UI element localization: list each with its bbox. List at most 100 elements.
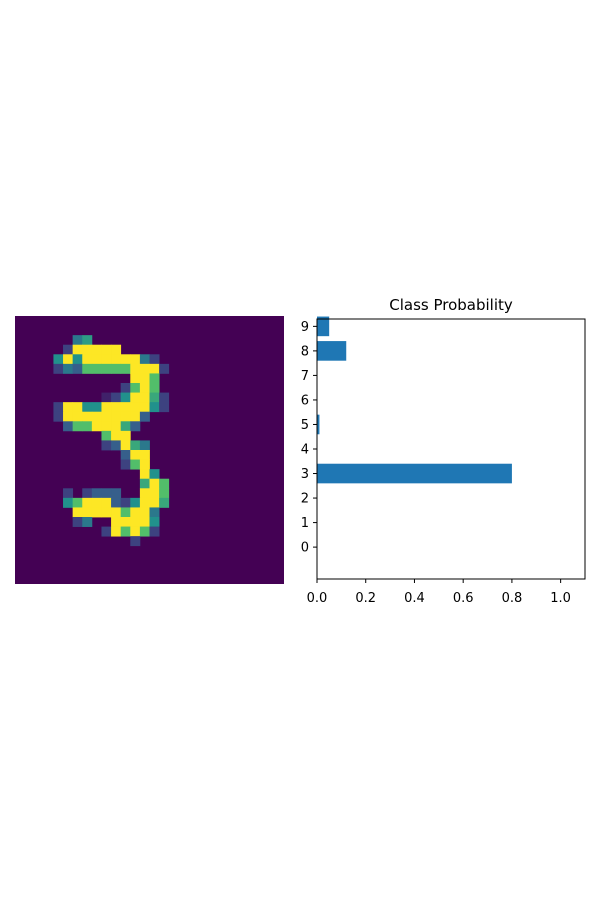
image-pixel bbox=[130, 517, 141, 527]
image-pixel bbox=[139, 459, 150, 470]
image-pixel bbox=[91, 507, 102, 518]
image-pixel bbox=[130, 421, 141, 432]
image-pixel bbox=[139, 478, 150, 489]
image-pixel bbox=[63, 421, 74, 432]
image-pixel bbox=[159, 402, 170, 413]
bar-class-3 bbox=[317, 463, 512, 484]
image-pixel bbox=[101, 402, 112, 413]
image-pixel bbox=[139, 411, 150, 422]
image-pixel bbox=[91, 354, 102, 365]
image-pixel bbox=[101, 354, 112, 365]
image-pixel bbox=[130, 402, 141, 413]
image-pixel bbox=[120, 497, 131, 508]
image-pixel bbox=[149, 392, 160, 403]
digit-image bbox=[15, 316, 284, 584]
image-pixel bbox=[149, 507, 160, 518]
image-pixel bbox=[63, 344, 74, 355]
image-pixel bbox=[82, 411, 93, 422]
image-pixel bbox=[111, 488, 122, 499]
image-pixel bbox=[111, 421, 122, 432]
image-pixel bbox=[139, 507, 150, 518]
image-pixel bbox=[53, 402, 64, 413]
image-pixel bbox=[159, 478, 170, 489]
image-pixel bbox=[120, 383, 131, 393]
image-pixel bbox=[82, 363, 93, 374]
image-pixel bbox=[130, 450, 141, 460]
y-tick-label: 5 bbox=[301, 418, 309, 433]
image-pixel bbox=[72, 363, 83, 374]
bar-class-5 bbox=[317, 414, 320, 435]
x-tick-label: 0.4 bbox=[404, 591, 425, 606]
image-pixel bbox=[82, 335, 93, 346]
image-pixel bbox=[101, 421, 112, 432]
bar-class-9 bbox=[317, 316, 330, 337]
image-pixel bbox=[139, 402, 150, 413]
image-pixel bbox=[120, 363, 131, 374]
image-pixel bbox=[149, 402, 160, 413]
image-pixel bbox=[111, 402, 122, 413]
image-pixel bbox=[72, 517, 83, 527]
y-tick-label: 6 bbox=[301, 393, 309, 408]
image-pixel bbox=[101, 411, 112, 422]
image-pixel bbox=[101, 363, 112, 374]
x-tick-label: 0.2 bbox=[355, 591, 376, 606]
image-pixel bbox=[101, 344, 112, 355]
chart-title: Class Probability bbox=[389, 296, 513, 314]
y-tick-label: 7 bbox=[301, 369, 309, 384]
image-pixel bbox=[53, 411, 64, 422]
image-pixel bbox=[101, 488, 112, 499]
image-pixel bbox=[101, 526, 112, 537]
image-pixel bbox=[139, 363, 150, 374]
image-pixel bbox=[82, 344, 93, 355]
image-pixel bbox=[111, 411, 122, 422]
image-pixel bbox=[149, 354, 160, 365]
image-pixel bbox=[82, 507, 93, 518]
image-pixel bbox=[101, 507, 112, 518]
image-pixel bbox=[149, 517, 160, 527]
x-tick-label: 0.8 bbox=[502, 591, 523, 606]
y-tick-label: 0 bbox=[301, 541, 309, 556]
image-pixel bbox=[139, 497, 150, 508]
x-tick-label: 1.0 bbox=[550, 591, 571, 606]
image-pixel bbox=[101, 440, 112, 451]
image-pixel bbox=[120, 430, 131, 441]
image-pixel bbox=[82, 402, 93, 413]
image-pixel bbox=[63, 497, 74, 508]
image-pixel bbox=[111, 344, 122, 355]
image-pixel bbox=[120, 354, 131, 365]
image-pixel bbox=[149, 373, 160, 384]
image-pixel bbox=[130, 354, 141, 365]
image-pixel bbox=[120, 526, 131, 537]
image-pixel bbox=[111, 517, 122, 527]
image-pixel bbox=[120, 411, 131, 422]
image-pixel bbox=[120, 507, 131, 518]
image-pixel bbox=[111, 430, 122, 441]
image-pixel bbox=[120, 421, 131, 432]
image-pixel bbox=[82, 497, 93, 508]
image-pixel bbox=[149, 469, 160, 480]
image-pixel bbox=[72, 335, 83, 346]
bars bbox=[317, 316, 512, 484]
image-pixel bbox=[139, 517, 150, 527]
image-pixel bbox=[63, 402, 74, 413]
image-pixel bbox=[120, 517, 131, 527]
image-pixel bbox=[101, 497, 112, 508]
y-tick-label: 3 bbox=[301, 467, 309, 482]
image-pixel bbox=[130, 526, 141, 537]
image-pixel bbox=[149, 497, 160, 508]
x-axis: 0.0 0.2 0.4 0.6 0.8 1.0 bbox=[307, 579, 571, 606]
image-pixel bbox=[111, 526, 122, 537]
image-pixel bbox=[139, 469, 150, 480]
image-pixel bbox=[82, 517, 93, 527]
y-tick-label: 2 bbox=[301, 492, 309, 507]
image-pixel bbox=[91, 402, 102, 413]
y-axis: 0 1 2 3 4 5 6 7 8 9 bbox=[301, 320, 317, 556]
image-pixel bbox=[63, 354, 74, 365]
image-pixel bbox=[53, 363, 64, 374]
image-pixel bbox=[91, 488, 102, 499]
y-tick-label: 9 bbox=[301, 320, 309, 335]
image-pixel bbox=[111, 363, 122, 374]
image-pixel bbox=[159, 363, 170, 374]
